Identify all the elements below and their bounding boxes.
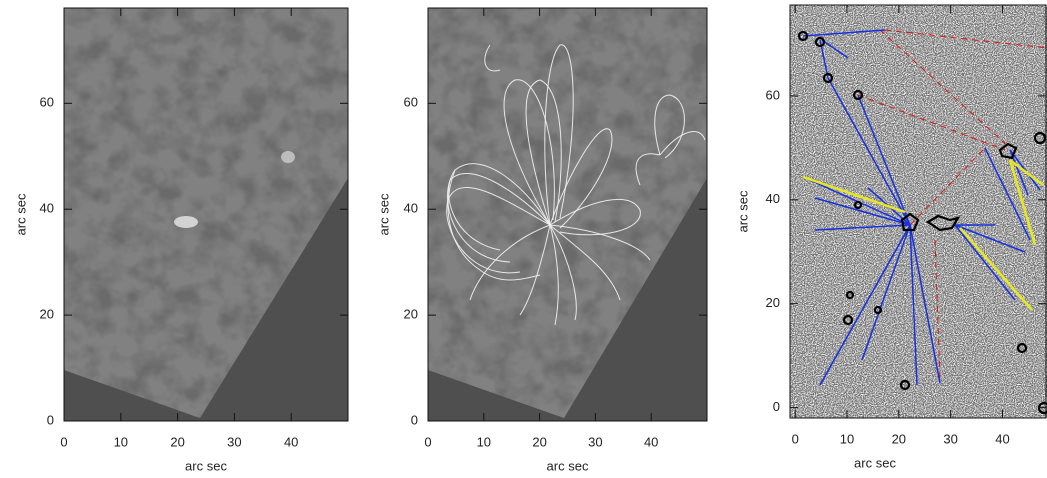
y-tick-label: 0: [773, 399, 780, 414]
y-tick-label: 40: [404, 201, 418, 216]
contours: [797, 30, 1047, 415]
y-axis-label: arc sec: [13, 193, 28, 235]
image-panel-2: [428, 8, 707, 421]
y-tick-label: 0: [47, 412, 54, 427]
x-tick-label: 10: [477, 434, 491, 449]
y-tick-label: 40: [40, 201, 54, 216]
y-axis-label: arc sec: [376, 193, 391, 235]
x-tick-label: 0: [60, 434, 67, 449]
y-tick-label: 0: [411, 412, 418, 427]
x-tick-label: 30: [943, 431, 957, 446]
plot-frame: [789, 4, 1047, 419]
x-tick-label: 0: [424, 434, 431, 449]
x-axis-label: arc sec: [185, 458, 227, 473]
y-tick-label: 60: [40, 95, 54, 110]
x-tick-label: 40: [995, 431, 1009, 446]
x-tick-label: 20: [532, 434, 546, 449]
connections: [802, 29, 1047, 386]
image-panel-3: [790, 5, 1047, 418]
y-tick-label: 20: [766, 295, 780, 310]
x-tick-label: 20: [892, 431, 906, 446]
x-tick-label: 40: [644, 434, 658, 449]
y-tick-label: 60: [404, 95, 418, 110]
x-tick-label: 0: [792, 431, 799, 446]
y-tick-label: 60: [766, 87, 780, 102]
x-tick-label: 30: [227, 434, 241, 449]
x-tick-label: 10: [114, 434, 128, 449]
y-axis-label: arc sec: [735, 190, 750, 232]
plot-frame: [427, 7, 708, 422]
y-tick-label: 40: [766, 191, 780, 206]
x-axis-label: arc sec: [854, 455, 896, 470]
field-lines: [446, 44, 706, 326]
plot-frame: [63, 7, 349, 422]
image-panel-1: [64, 8, 348, 421]
x-axis-label: arc sec: [547, 458, 589, 473]
x-tick-label: 30: [588, 434, 602, 449]
y-tick-label: 20: [40, 307, 54, 322]
y-tick-label: 20: [404, 307, 418, 322]
x-tick-label: 10: [840, 431, 854, 446]
x-tick-label: 40: [284, 434, 298, 449]
x-tick-label: 20: [170, 434, 184, 449]
axes: 0 10 20 30 40 0 20 40 60 arc sec arc sec 0 10 20 30 40 0…: [13, 4, 1047, 473]
